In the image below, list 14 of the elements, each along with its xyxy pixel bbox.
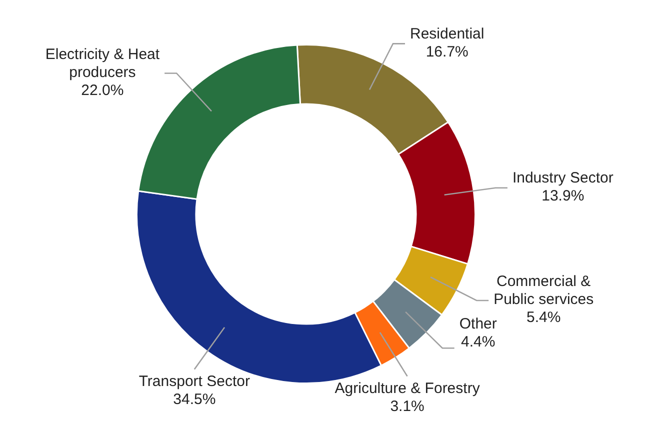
slice-label: Electricity & Heat producers — [45, 46, 160, 81]
data-label: 16.7% — [426, 43, 468, 60]
slice-label: Industry Sector — [512, 169, 614, 186]
slice-label: Other — [459, 316, 497, 333]
slice-label: Agriculture & Forestry — [334, 380, 480, 397]
data-label: 3.1% — [390, 398, 424, 415]
data-label: 4.4% — [461, 334, 496, 351]
data-label: 22.0% — [81, 82, 124, 99]
data-label: 13.9% — [542, 187, 584, 204]
slice-label: Transport Sector — [138, 372, 250, 390]
slice-label: Residential — [410, 25, 484, 42]
slice-label: Commercial & Public services — [494, 273, 594, 308]
data-label: 5.4% — [526, 309, 561, 326]
data-label: 34.5% — [173, 390, 216, 408]
